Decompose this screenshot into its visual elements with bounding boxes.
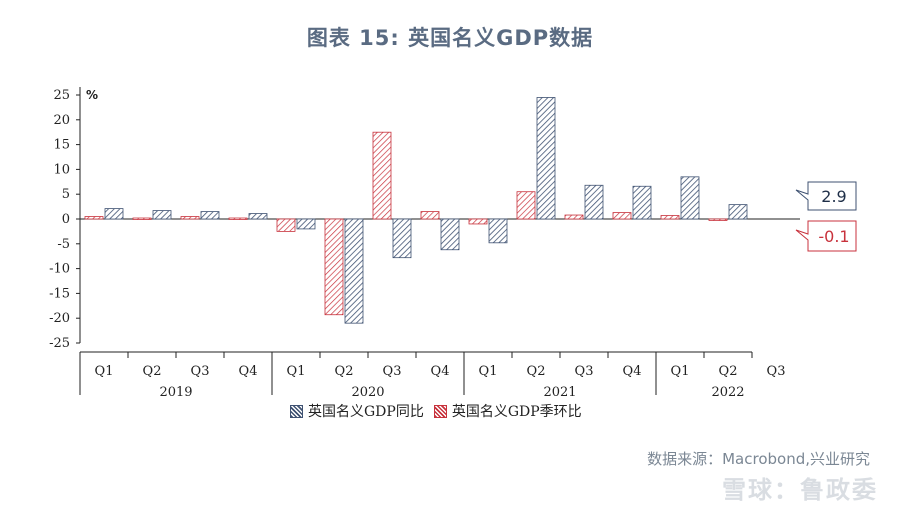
y-tick-label: -5 (57, 237, 70, 252)
y-tick-label: 20 (53, 113, 70, 128)
bar-qoq (708, 218, 728, 221)
bar-qoq (132, 217, 152, 220)
bar-yoy (392, 218, 412, 259)
source-note: 数据来源：Macrobond,兴业研究 (647, 450, 870, 468)
y-tick-label: -20 (49, 311, 70, 326)
callout-qoq: -0.1 (795, 220, 857, 252)
x-tick-label: Q4 (239, 364, 258, 379)
callout-yoy: 2.9 (795, 181, 857, 211)
callout-box-yoy (795, 181, 857, 211)
y-tick-label: 5 (62, 187, 70, 202)
bar-yoy (200, 211, 220, 220)
chart-legend: 英国名义GDP同比 英国名义GDP季环比 (290, 401, 582, 421)
bar-yoy (488, 218, 508, 244)
y-tick-label: 15 (53, 138, 70, 153)
bar-qoq (84, 216, 104, 220)
bar-yoy (536, 97, 556, 220)
legend-item-qoq: 英国名义GDP季环比 (433, 401, 582, 421)
x-tick-label: Q2 (527, 364, 546, 379)
chart-callouts: 2.9 -0.1 (795, 181, 857, 252)
bar-yoy (104, 208, 124, 220)
x-tick-label: Q2 (143, 364, 162, 379)
x-tick-label: Q3 (383, 364, 402, 379)
legend-swatch-yoy (290, 404, 303, 418)
bar-yoy (248, 213, 268, 220)
year-label: 2020 (351, 385, 384, 400)
year-label: 2021 (543, 385, 576, 400)
bar-qoq (276, 218, 296, 232)
bar-qoq (420, 211, 440, 220)
callout-label-qoq: -0.1 (818, 227, 849, 246)
bar-qoq (660, 215, 680, 220)
bar-yoy (440, 218, 460, 251)
y-tick-label: -25 (49, 336, 70, 351)
bar-yoy (728, 204, 748, 220)
y-tick-label: 25 (53, 88, 70, 103)
year-label: 2019 (159, 385, 192, 400)
legend-swatch-qoq (433, 404, 447, 418)
bar-qoq (228, 217, 248, 220)
x-tick-label: Q1 (287, 364, 306, 379)
legend-label-qoq: 英国名义GDP季环比 (451, 404, 582, 420)
year-label: 2022 (711, 385, 744, 400)
bar-qoq (372, 131, 392, 220)
bar-qoq (468, 218, 488, 225)
x-tick-label: Q3 (767, 364, 786, 379)
x-tick-label: Q1 (479, 364, 498, 379)
y-tick-label: 10 (53, 162, 70, 177)
chart-bars (84, 97, 748, 324)
callout-box-qoq (795, 220, 857, 252)
y-axis-unit: % (86, 88, 98, 102)
legend-label-yoy: 英国名义GDP同比 (308, 404, 424, 420)
bar-yoy (584, 184, 604, 220)
bar-yoy (344, 218, 364, 324)
y-tick-label: -10 (49, 262, 70, 277)
bar-yoy (632, 185, 652, 220)
x-tick-label: Q3 (575, 364, 594, 379)
bar-qoq (516, 191, 536, 220)
x-tick-label: Q1 (671, 364, 690, 379)
bar-yoy (296, 218, 316, 230)
x-tick-label: Q2 (335, 364, 354, 379)
y-tick-label: 0 (62, 212, 70, 227)
x-tick-label: Q2 (719, 364, 738, 379)
y-tick-label: -15 (49, 286, 70, 301)
bar-yoy (152, 210, 172, 220)
legend-item-yoy: 英国名义GDP同比 (290, 401, 424, 421)
x-tick-label: Q1 (95, 364, 114, 379)
bar-qoq (180, 216, 200, 220)
watermark: 雪球：鲁政委 (722, 476, 878, 504)
bar-yoy (680, 176, 700, 220)
bar-qoq (612, 212, 632, 220)
x-tick-label: Q4 (623, 364, 642, 379)
bar-qoq (564, 214, 584, 220)
x-tick-label: Q3 (191, 364, 210, 379)
x-tick-label: Q4 (431, 364, 450, 379)
chart-axes: 25 20 15 10 5 0 -5 -10 -15 -20 -25% Q1 Q2 Q3 Q4 Q1 Q2 Q3 Q… (49, 87, 800, 400)
chart-title: 图表 15: 英国名义GDP数据 (306, 26, 594, 50)
bar-qoq (324, 218, 344, 316)
callout-label-yoy: 2.9 (821, 187, 846, 206)
